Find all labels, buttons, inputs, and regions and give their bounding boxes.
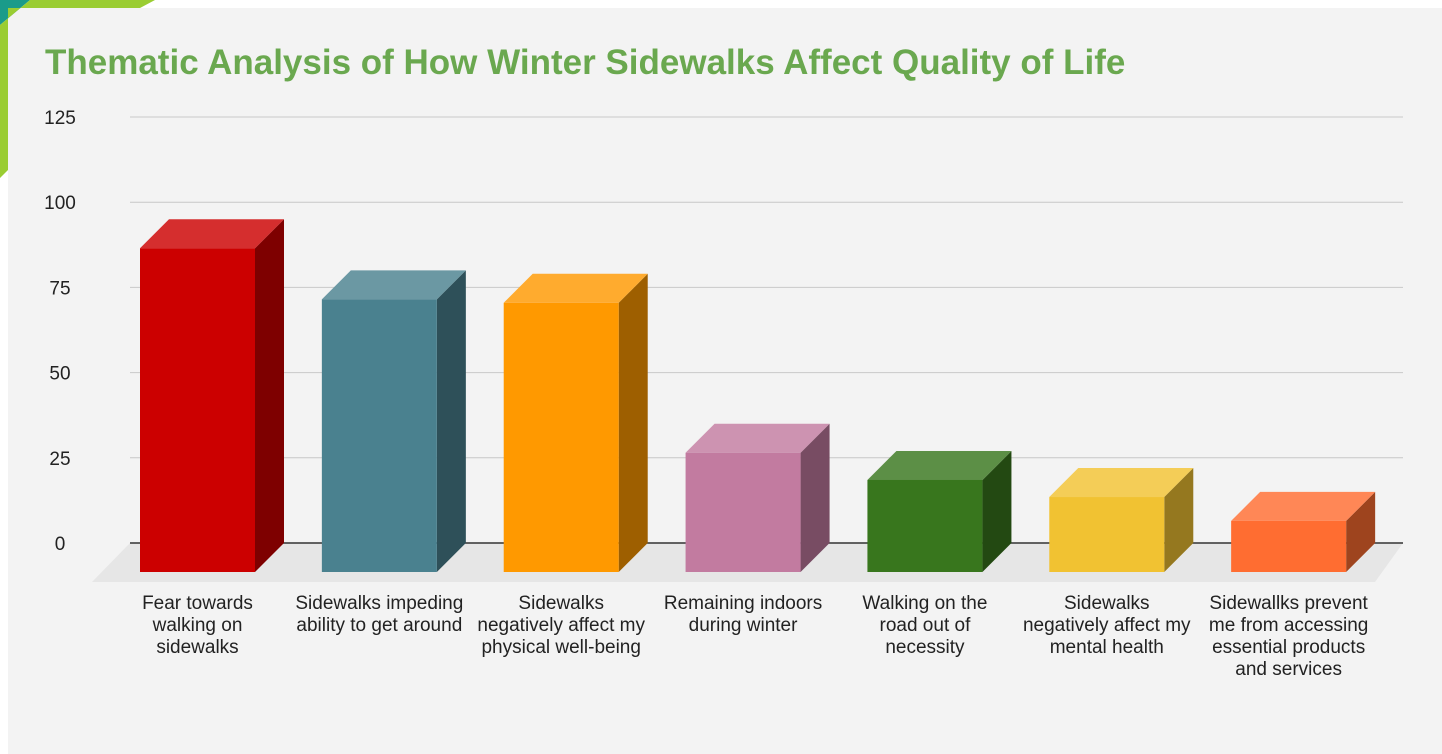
bar-side [1346,491,1376,572]
bar [140,248,255,573]
bar [867,479,983,572]
x-tick-label: Sidewalks impeding ability to get around [295,593,464,636]
bar-top [321,270,466,300]
bar-top [685,423,830,453]
x-tick-label: Sidewallks prevent me from accessing ess… [1208,593,1369,680]
bar-side [982,450,1012,572]
y-tick-label: 50 [49,364,70,385]
x-tick-label: Remaining indoors during winter [663,593,823,636]
y-tick-label: 125 [44,108,76,129]
bar-top [503,273,648,303]
y-tick-label: 25 [49,449,70,470]
bar-top [867,450,1012,480]
chart-title: Thematic Analysis of How Winter Sidewalk… [45,43,1125,82]
bar [1231,520,1347,572]
y-tick-label: 0 [55,534,66,555]
bar [503,302,619,572]
bar-side [436,270,466,572]
bar-side [618,273,648,572]
x-tick-label: Sidewalks negatively affect my mental he… [1022,593,1191,658]
x-tick-label: Sidewalks negatively affect my physical … [477,593,645,658]
bar [321,299,437,572]
bar-top [1231,491,1376,521]
bar [1049,497,1165,572]
y-tick-label: 75 [49,278,70,299]
bar-top [1049,468,1194,498]
x-tick-label: Fear towards walking on sidewalks [142,593,253,658]
y-tick-label: 100 [44,193,76,214]
bar-side [800,423,830,572]
bar-side [1164,468,1194,572]
x-tick-label: Walking on the road out of necessity [862,593,988,658]
bar-top [140,219,284,249]
bar [685,452,801,572]
bar-side [255,219,284,573]
